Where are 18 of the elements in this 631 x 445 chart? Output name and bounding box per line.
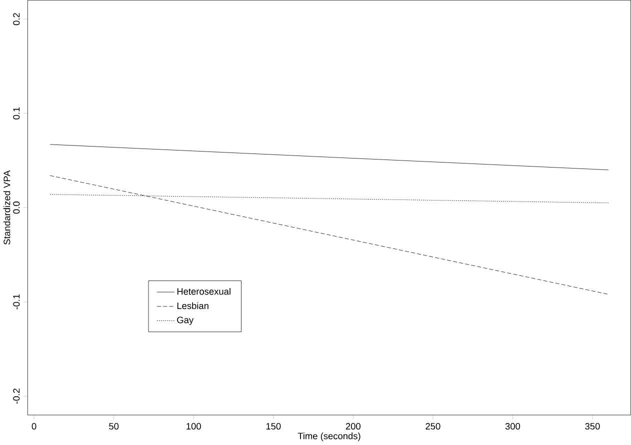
x-tick-label: 350 [585, 423, 600, 430]
x-tick-label: 200 [346, 423, 360, 430]
y-axis-title: Standardized VPA [3, 170, 10, 245]
legend-label: Gay [177, 316, 194, 326]
y-tick-label: -0.2 [13, 388, 20, 404]
y-tick-label: 0.2 [13, 13, 20, 26]
x-tick-label: 250 [426, 423, 440, 430]
x-tick-label: 0 [32, 423, 36, 430]
x-tick-label: 300 [505, 423, 520, 430]
x-tick-label: 150 [266, 423, 281, 430]
y-tick-label: 0.0 [13, 202, 20, 214]
legend-label: Heterosexual [177, 288, 230, 295]
x-tick-label: 100 [186, 423, 201, 430]
x-axis-title: Time (seconds) [298, 432, 360, 442]
y-tick-label: -0.1 [13, 294, 20, 310]
x-tick-label: 50 [109, 423, 119, 430]
y-tick-label: 0.1 [13, 108, 20, 120]
legend-label: Lesbian [177, 302, 208, 310]
